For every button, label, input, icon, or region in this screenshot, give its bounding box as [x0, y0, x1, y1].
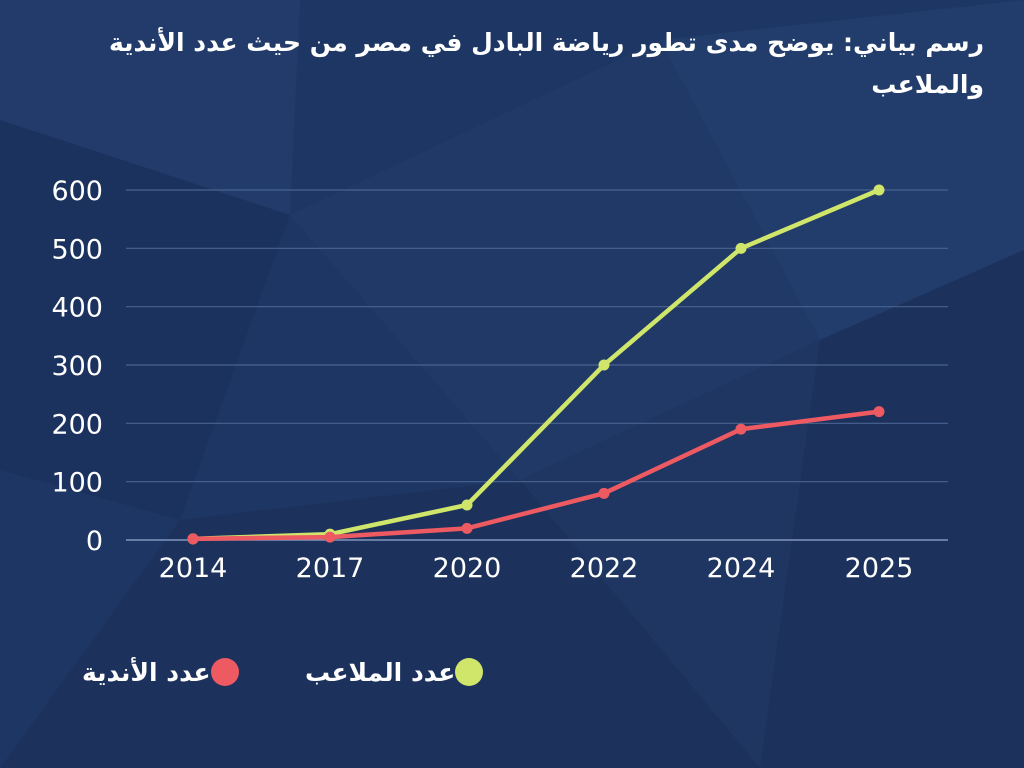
y-tick-label: 0 — [86, 526, 103, 557]
legend-label-stadiums: عدد الملاعب — [305, 657, 456, 687]
x-tick-label: 2025 — [845, 553, 914, 584]
x-tick-label: 2024 — [707, 553, 776, 584]
x-tick-label: 2017 — [296, 553, 365, 584]
chart-title: رسم بياني: يوضح مدى تطور رياضة البادل في… — [108, 28, 984, 99]
series-line-clubs — [190, 409, 882, 542]
y-tick-label: 500 — [51, 234, 103, 265]
legend-swatch-clubs — [210, 658, 239, 686]
legend-item-clubs: عدد الأندية — [82, 650, 239, 694]
data-point-stadiums — [735, 242, 747, 254]
data-point-clubs — [735, 423, 747, 435]
y-tick-label: 600 — [51, 176, 103, 207]
series-line-stadiums — [190, 187, 882, 542]
y-tick-label: 400 — [51, 293, 103, 324]
data-point-stadiums — [461, 499, 473, 511]
data-point-clubs — [324, 531, 336, 543]
data-point-stadiums — [598, 359, 610, 371]
y-tick-label: 200 — [51, 409, 103, 440]
data-point-clubs — [187, 533, 199, 545]
x-tick-label: 2022 — [570, 553, 639, 584]
x-tick-label: 2014 — [159, 553, 228, 584]
legend-swatch-stadiums — [455, 658, 484, 686]
y-tick-label: 100 — [51, 468, 103, 499]
data-point-clubs — [873, 406, 885, 418]
y-tick-label: 300 — [51, 351, 103, 382]
data-point-clubs — [598, 487, 610, 499]
chart-legend: عدد الملاعب عدد الأندية — [0, 650, 1024, 694]
data-point-clubs — [461, 522, 473, 534]
data-point-stadiums — [873, 184, 885, 196]
legend-label-clubs: عدد الأندية — [82, 657, 211, 687]
legend-item-stadiums: عدد الملاعب — [305, 650, 484, 694]
x-tick-label: 2020 — [433, 553, 502, 584]
